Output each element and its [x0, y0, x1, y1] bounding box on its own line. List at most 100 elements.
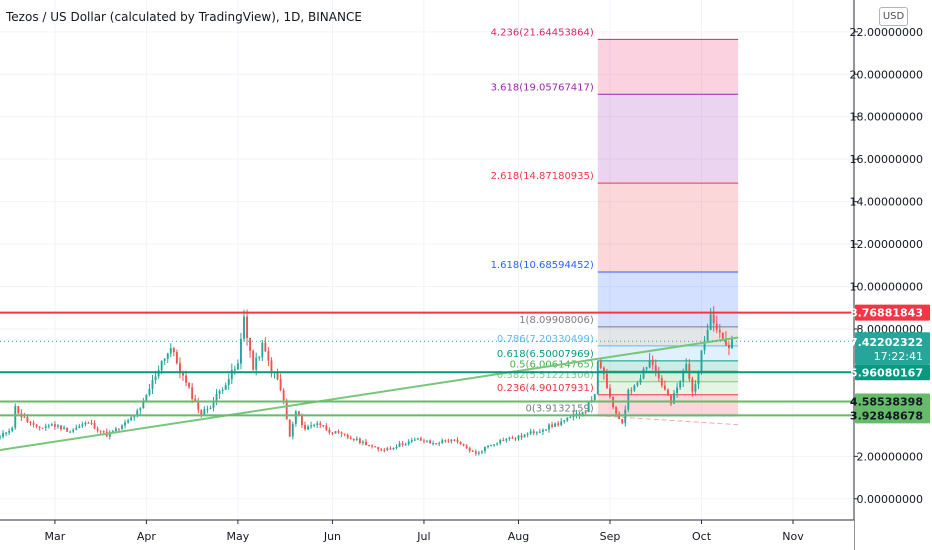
y-tick-label: 16.00000000	[850, 153, 923, 166]
candle-body	[169, 348, 172, 354]
candle	[50, 422, 53, 427]
candle-body	[545, 429, 547, 431]
candle	[69, 430, 72, 433]
candle	[310, 421, 313, 429]
candle	[230, 363, 233, 384]
candle-body	[114, 428, 117, 432]
candle	[279, 373, 282, 392]
candle-body	[108, 432, 111, 437]
candle	[419, 436, 422, 442]
candle	[172, 347, 175, 357]
candle-body	[484, 447, 486, 452]
candle-body	[29, 421, 32, 424]
candle	[11, 426, 14, 433]
candle-body	[721, 332, 724, 339]
candle	[493, 443, 496, 447]
candle-body	[90, 422, 93, 424]
candle	[200, 409, 203, 418]
candle	[395, 444, 398, 450]
candle-body	[465, 445, 468, 449]
fib-zone	[597, 271, 739, 327]
candle-body	[230, 370, 233, 380]
candle-body	[456, 439, 459, 442]
currency-button[interactable]: USD	[879, 7, 908, 26]
candle-body	[511, 437, 514, 439]
candle-body	[200, 409, 203, 415]
candle	[487, 444, 489, 449]
candle-body	[383, 449, 386, 451]
candle	[496, 442, 499, 446]
candle	[194, 394, 197, 402]
candle-body	[78, 426, 81, 428]
candle	[490, 444, 492, 447]
candle-body	[703, 340, 706, 351]
candle-body	[423, 440, 425, 442]
candle-body	[691, 378, 694, 392]
candle-body	[175, 351, 178, 364]
candle	[453, 438, 456, 442]
candle-body	[584, 411, 587, 413]
candle	[529, 428, 532, 436]
candle-body	[575, 413, 578, 415]
candle	[441, 438, 444, 444]
candle	[438, 441, 441, 447]
candle-body	[35, 424, 38, 427]
candle	[715, 315, 718, 334]
candle	[14, 403, 17, 430]
candle	[377, 446, 380, 452]
candle-body	[32, 423, 35, 425]
candle	[41, 427, 44, 429]
candle	[365, 438, 367, 446]
candle-body	[621, 419, 624, 424]
candle-body	[462, 443, 465, 446]
candle	[371, 444, 374, 449]
candle-body	[548, 424, 550, 430]
candle	[401, 441, 404, 447]
candle	[352, 438, 355, 442]
candle-body	[694, 384, 697, 392]
candle-body	[362, 441, 364, 443]
candle-body	[392, 448, 395, 450]
candle-body	[157, 370, 160, 377]
candle-body	[47, 425, 50, 427]
candle-body	[14, 406, 17, 428]
candle	[294, 409, 297, 427]
candle-body	[118, 428, 120, 430]
candle	[551, 421, 553, 429]
candle-body	[133, 416, 136, 418]
candle	[627, 388, 630, 413]
candle	[465, 444, 468, 449]
candle	[660, 375, 663, 388]
candle-body	[325, 425, 328, 430]
candle	[621, 418, 624, 425]
candle-body	[304, 424, 306, 430]
candle-body	[212, 400, 215, 408]
candle	[169, 343, 172, 358]
candle	[87, 421, 90, 424]
candle	[462, 443, 465, 447]
bar-countdown: 17:22:41	[874, 350, 923, 363]
candle	[355, 436, 358, 441]
candle-body	[630, 389, 633, 391]
candle-body	[541, 429, 544, 432]
candle-body	[404, 444, 407, 446]
candle-body	[75, 427, 78, 430]
candle	[346, 433, 349, 440]
candle-body	[514, 438, 517, 440]
candle-body	[267, 351, 270, 361]
candle	[651, 355, 654, 370]
candle	[148, 384, 151, 397]
candle-body	[179, 363, 181, 373]
fib-level-label: 0.618(6.50007969)	[497, 349, 594, 360]
candle	[413, 437, 416, 442]
level-price-tag: 8.76881843	[850, 304, 930, 321]
candle-body	[227, 379, 230, 385]
candle-body	[240, 338, 242, 364]
candle-body	[398, 443, 401, 447]
candle	[325, 423, 328, 431]
candle	[108, 430, 111, 440]
candle-body	[606, 373, 608, 389]
candle	[179, 357, 181, 379]
